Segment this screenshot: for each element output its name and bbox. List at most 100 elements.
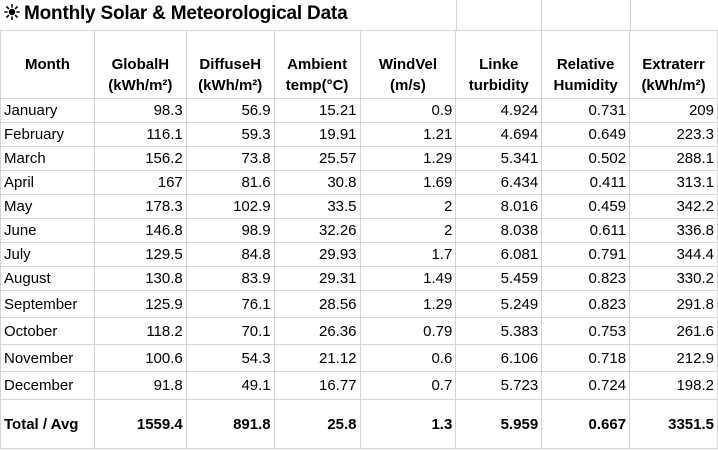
value-cell[interactable]: 178.3 [93, 194, 187, 219]
value-cell[interactable]: 1.7 [359, 242, 457, 267]
value-cell[interactable]: 198.2 [629, 371, 718, 400]
value-cell[interactable]: 5.249 [455, 290, 543, 318]
value-cell[interactable]: 0.7 [359, 371, 457, 400]
month-cell[interactable]: September [0, 290, 95, 318]
month-cell[interactable]: April [0, 170, 95, 195]
total-value-cell[interactable]: 0.667 [541, 399, 631, 449]
column-header[interactable]: WindVel (m/s) [359, 30, 457, 99]
value-cell[interactable]: 30.8 [273, 170, 361, 195]
value-cell[interactable]: 0.791 [541, 242, 631, 267]
value-cell[interactable]: 98.9 [185, 218, 275, 243]
value-cell[interactable]: 4.924 [455, 98, 543, 123]
value-cell[interactable]: 209 [629, 98, 718, 123]
value-cell[interactable]: 56.9 [185, 98, 275, 123]
month-cell[interactable]: December [0, 371, 95, 400]
value-cell[interactable]: 49.1 [185, 371, 275, 400]
value-cell[interactable]: 33.5 [273, 194, 361, 219]
month-cell[interactable]: August [0, 266, 95, 291]
value-cell[interactable]: 313.1 [629, 170, 718, 195]
value-cell[interactable]: 29.31 [273, 266, 361, 291]
value-cell[interactable]: 342.2 [629, 194, 718, 219]
value-cell[interactable]: 0.823 [541, 266, 631, 291]
value-cell[interactable]: 5.459 [455, 266, 543, 291]
total-value-cell[interactable]: 5.959 [455, 399, 543, 449]
value-cell[interactable]: 98.3 [93, 98, 187, 123]
value-cell[interactable]: 1.21 [359, 122, 457, 147]
value-cell[interactable]: 29.93 [273, 242, 361, 267]
value-cell[interactable]: 0.411 [541, 170, 631, 195]
total-value-cell[interactable]: 891.8 [185, 399, 275, 449]
column-header[interactable]: DiffuseH (kWh/m²) [185, 30, 275, 99]
value-cell[interactable]: 21.12 [273, 344, 361, 372]
value-cell[interactable]: 0.649 [541, 122, 631, 147]
value-cell[interactable]: 0.823 [541, 290, 631, 318]
column-header[interactable]: GlobalH (kWh/m²) [93, 30, 187, 99]
value-cell[interactable]: 6.081 [455, 242, 543, 267]
value-cell[interactable]: 4.694 [455, 122, 543, 147]
month-cell[interactable]: January [0, 98, 95, 123]
value-cell[interactable]: 146.8 [93, 218, 187, 243]
value-cell[interactable]: 0.718 [541, 344, 631, 372]
value-cell[interactable]: 59.3 [185, 122, 275, 147]
value-cell[interactable]: 6.434 [455, 170, 543, 195]
value-cell[interactable]: 330.2 [629, 266, 718, 291]
value-cell[interactable]: 28.56 [273, 290, 361, 318]
total-value-cell[interactable]: 3351.5 [629, 399, 718, 449]
month-cell[interactable]: May [0, 194, 95, 219]
value-cell[interactable]: 336.8 [629, 218, 718, 243]
value-cell[interactable]: 76.1 [185, 290, 275, 318]
value-cell[interactable]: 5.341 [455, 146, 543, 171]
value-cell[interactable]: 83.9 [185, 266, 275, 291]
month-cell[interactable]: October [0, 317, 95, 345]
value-cell[interactable]: 223.3 [629, 122, 718, 147]
value-cell[interactable]: 0.79 [359, 317, 457, 345]
value-cell[interactable]: 125.9 [93, 290, 187, 318]
value-cell[interactable]: 0.6 [359, 344, 457, 372]
value-cell[interactable]: 91.8 [93, 371, 187, 400]
value-cell[interactable]: 118.2 [93, 317, 187, 345]
total-value-cell[interactable]: 1559.4 [93, 399, 187, 449]
month-cell[interactable]: June [0, 218, 95, 243]
value-cell[interactable]: 0.753 [541, 317, 631, 345]
value-cell[interactable]: 130.8 [93, 266, 187, 291]
value-cell[interactable]: 5.383 [455, 317, 543, 345]
month-cell[interactable]: February [0, 122, 95, 147]
value-cell[interactable]: 100.6 [93, 344, 187, 372]
value-cell[interactable]: 32.26 [273, 218, 361, 243]
total-value-cell[interactable]: 25.8 [273, 399, 361, 449]
value-cell[interactable]: 167 [93, 170, 187, 195]
value-cell[interactable]: 1.29 [359, 290, 457, 318]
total-value-cell[interactable]: 1.3 [359, 399, 457, 449]
value-cell[interactable]: 212.9 [629, 344, 718, 372]
value-cell[interactable]: 0.731 [541, 98, 631, 123]
value-cell[interactable]: 2 [359, 194, 457, 219]
month-cell[interactable]: March [0, 146, 95, 171]
column-header[interactable]: Linke turbidity [455, 30, 543, 99]
value-cell[interactable]: 6.106 [455, 344, 543, 372]
value-cell[interactable]: 261.6 [629, 317, 718, 345]
value-cell[interactable]: 344.4 [629, 242, 718, 267]
value-cell[interactable]: 0.9 [359, 98, 457, 123]
value-cell[interactable]: 0.459 [541, 194, 631, 219]
value-cell[interactable]: 8.016 [455, 194, 543, 219]
sheet-title[interactable]: Monthly Solar & Meteorological Data [4, 3, 348, 25]
value-cell[interactable]: 25.57 [273, 146, 361, 171]
column-header[interactable]: Relative Humidity [541, 30, 631, 99]
value-cell[interactable]: 70.1 [185, 317, 275, 345]
column-header[interactable]: Month [0, 30, 95, 99]
month-cell[interactable]: November [0, 344, 95, 372]
value-cell[interactable]: 0.724 [541, 371, 631, 400]
value-cell[interactable]: 1.49 [359, 266, 457, 291]
value-cell[interactable]: 19.91 [273, 122, 361, 147]
value-cell[interactable]: 129.5 [93, 242, 187, 267]
value-cell[interactable]: 54.3 [185, 344, 275, 372]
value-cell[interactable]: 288.1 [629, 146, 718, 171]
value-cell[interactable]: 0.502 [541, 146, 631, 171]
value-cell[interactable]: 102.9 [185, 194, 275, 219]
value-cell[interactable]: 15.21 [273, 98, 361, 123]
value-cell[interactable]: 1.29 [359, 146, 457, 171]
value-cell[interactable]: 81.6 [185, 170, 275, 195]
value-cell[interactable]: 0.611 [541, 218, 631, 243]
value-cell[interactable]: 8.038 [455, 218, 543, 243]
value-cell[interactable]: 26.36 [273, 317, 361, 345]
